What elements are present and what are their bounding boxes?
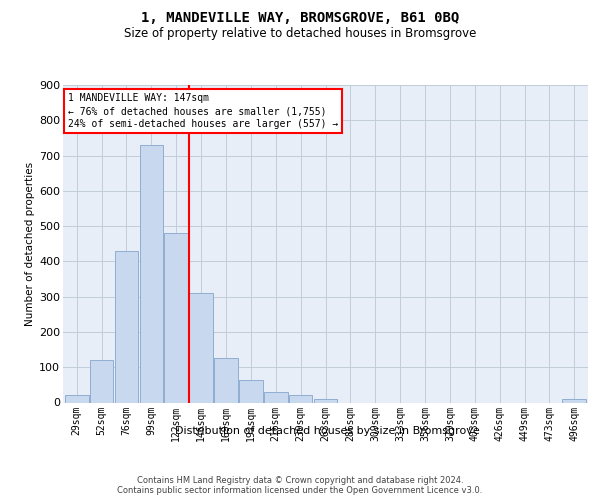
- Bar: [289, 396, 313, 402]
- Bar: [189, 293, 213, 403]
- Text: Contains HM Land Registry data © Crown copyright and database right 2024.: Contains HM Land Registry data © Crown c…: [137, 476, 463, 485]
- Text: Size of property relative to detached houses in Bromsgrove: Size of property relative to detached ho…: [124, 28, 476, 40]
- Y-axis label: Number of detached properties: Number of detached properties: [25, 162, 35, 326]
- Text: 1 MANDEVILLE WAY: 147sqm
← 76% of detached houses are smaller (1,755)
24% of sem: 1 MANDEVILLE WAY: 147sqm ← 76% of detach…: [68, 93, 338, 130]
- Text: 1, MANDEVILLE WAY, BROMSGROVE, B61 0BQ: 1, MANDEVILLE WAY, BROMSGROVE, B61 0BQ: [141, 11, 459, 25]
- Bar: [65, 396, 89, 402]
- Bar: [90, 360, 113, 403]
- Bar: [164, 233, 188, 402]
- Bar: [140, 145, 163, 403]
- Bar: [239, 380, 263, 402]
- Text: Distribution of detached houses by size in Bromsgrove: Distribution of detached houses by size …: [175, 426, 479, 436]
- Bar: [314, 399, 337, 402]
- Bar: [115, 251, 138, 402]
- Bar: [562, 399, 586, 402]
- Bar: [264, 392, 287, 402]
- Bar: [214, 358, 238, 403]
- Text: Contains public sector information licensed under the Open Government Licence v3: Contains public sector information licen…: [118, 486, 482, 495]
